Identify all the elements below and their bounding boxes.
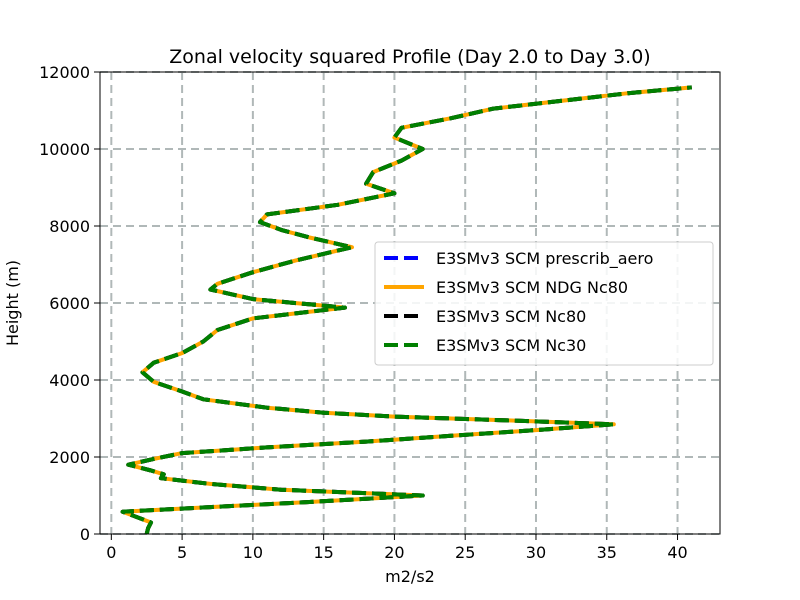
legend-label: E3SMv3 SCM NDG Nc80 (436, 278, 628, 297)
legend-label: E3SMv3 SCM prescrib_aero (436, 249, 653, 269)
plot-lines (120, 85, 692, 535)
x-tick-label: 35 (597, 543, 617, 562)
y-tick-label: 12000 (39, 63, 90, 82)
y-tick-label: 8000 (49, 217, 90, 236)
legend: E3SMv3 SCM prescrib_aero E3SMv3 SCM NDG N… (374, 241, 714, 366)
x-tick-label: 40 (667, 543, 687, 562)
x-axis-label: m2/s2 (385, 567, 435, 586)
x-tick-label: 20 (384, 543, 404, 562)
y-axis-label: Height (m) (3, 260, 22, 346)
y-tick-label: 0 (80, 525, 90, 544)
legend-box (374, 241, 714, 366)
y-tick-label: 10000 (39, 140, 90, 159)
x-tick-label: 5 (177, 543, 187, 562)
legend-label: E3SMv3 SCM Nc80 (436, 307, 586, 326)
y-tick-label: 4000 (49, 371, 90, 390)
legend-label: E3SMv3 SCM Nc30 (436, 336, 586, 355)
x-tick-label: 25 (455, 543, 475, 562)
y-tick-label: 2000 (49, 448, 90, 467)
y-tick-label: 6000 (49, 294, 90, 313)
x-axis-ticks: 0 5 10 15 20 25 30 35 40 (106, 534, 688, 562)
chart-title: Zonal velocity squared Profile (Day 2.0 … (169, 46, 650, 68)
x-tick-label: 15 (313, 543, 333, 562)
x-tick-label: 30 (526, 543, 546, 562)
x-tick-label: 10 (243, 543, 263, 562)
series-line-4 (120, 85, 692, 535)
x-tick-label: 0 (106, 543, 116, 562)
y-axis-ticks: 0 2000 4000 6000 8000 10000 12000 (39, 63, 100, 544)
grid (100, 71, 720, 535)
